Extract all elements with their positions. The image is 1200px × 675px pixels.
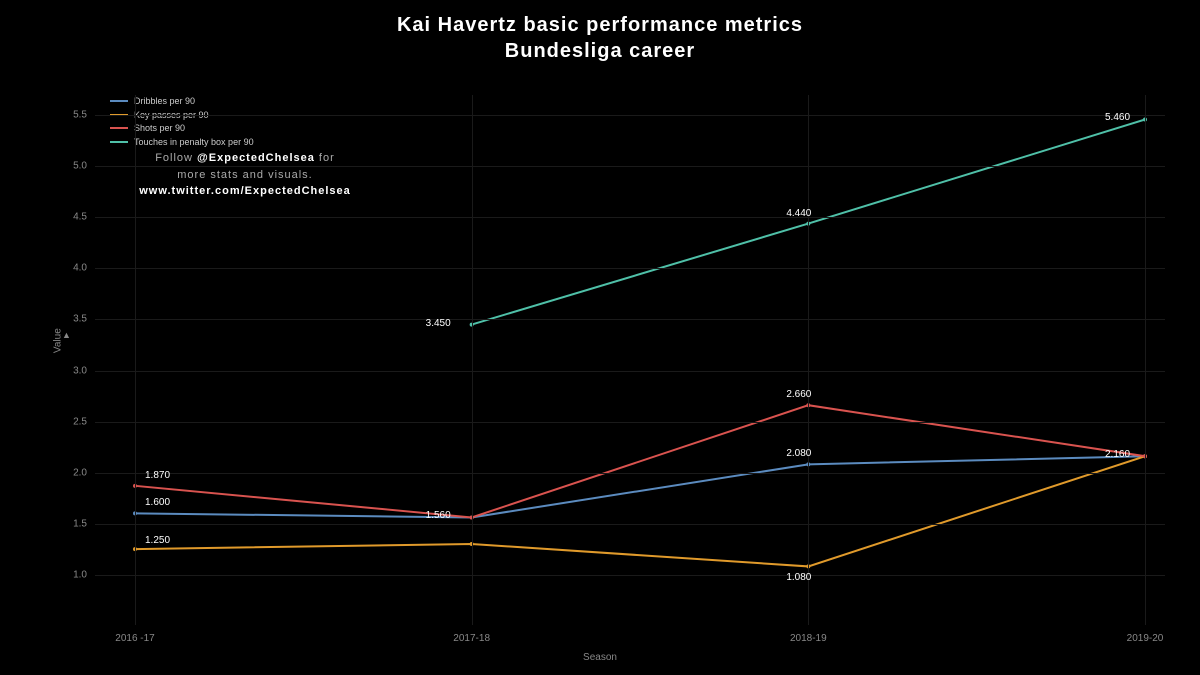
y-tick-label: 1.5	[73, 518, 87, 529]
grid-line-h	[95, 524, 1165, 525]
grid-line-h	[95, 217, 1165, 218]
y-tick-label: 5.5	[73, 110, 87, 121]
chart-svg	[95, 95, 1165, 625]
y-tick-label: 4.5	[73, 212, 87, 223]
data-label: 2.660	[786, 389, 811, 400]
x-tick-label: 2017-18	[453, 633, 490, 644]
chart-title: Kai Havertz basic performance metrics Bu…	[0, 0, 1200, 64]
data-label: 1.560	[426, 510, 451, 521]
grid-line-h	[95, 115, 1165, 116]
chart-plot-area: Dribbles per 90Key passes per 90Shots pe…	[95, 95, 1165, 625]
data-label: 4.440	[786, 208, 811, 219]
y-tick-label: 5.0	[73, 161, 87, 172]
y-tick-label: 1.0	[73, 569, 87, 580]
grid-line-h	[95, 422, 1165, 423]
data-label: 3.450	[426, 318, 451, 329]
grid-line-v	[1145, 95, 1146, 625]
y-tick-label: 2.0	[73, 467, 87, 478]
data-label: 1.870	[145, 470, 170, 481]
data-label: 1.250	[145, 535, 170, 546]
data-label: 2.080	[786, 448, 811, 459]
series-line-dribbles	[135, 456, 1145, 517]
grid-line-h	[95, 166, 1165, 167]
grid-line-h	[95, 575, 1165, 576]
grid-line-h	[95, 319, 1165, 320]
x-tick-label: 2016 -17	[115, 633, 154, 644]
grid-line-h	[95, 473, 1165, 474]
grid-line-h	[95, 371, 1165, 372]
x-tick-label: 2019-20	[1127, 633, 1164, 644]
grid-line-h	[95, 268, 1165, 269]
data-label: 1.080	[786, 572, 811, 583]
title-line1: Kai Havertz basic performance metrics	[0, 12, 1200, 38]
y-tick-label: 4.0	[73, 263, 87, 274]
y-tick-label: 3.5	[73, 314, 87, 325]
title-line2: Bundesliga career	[0, 38, 1200, 64]
y-tick-label: 2.5	[73, 416, 87, 427]
x-tick-label: 2018-19	[790, 633, 827, 644]
y-axis-arrow-icon: ▲	[62, 330, 71, 340]
data-label: 1.600	[145, 497, 170, 508]
grid-line-v	[472, 95, 473, 625]
data-label: 5.460	[1105, 112, 1130, 123]
grid-line-v	[135, 95, 136, 625]
grid-line-v	[808, 95, 809, 625]
y-tick-label: 3.0	[73, 365, 87, 376]
data-label: 2.160	[1105, 449, 1130, 460]
x-axis-label: Season	[583, 652, 617, 663]
